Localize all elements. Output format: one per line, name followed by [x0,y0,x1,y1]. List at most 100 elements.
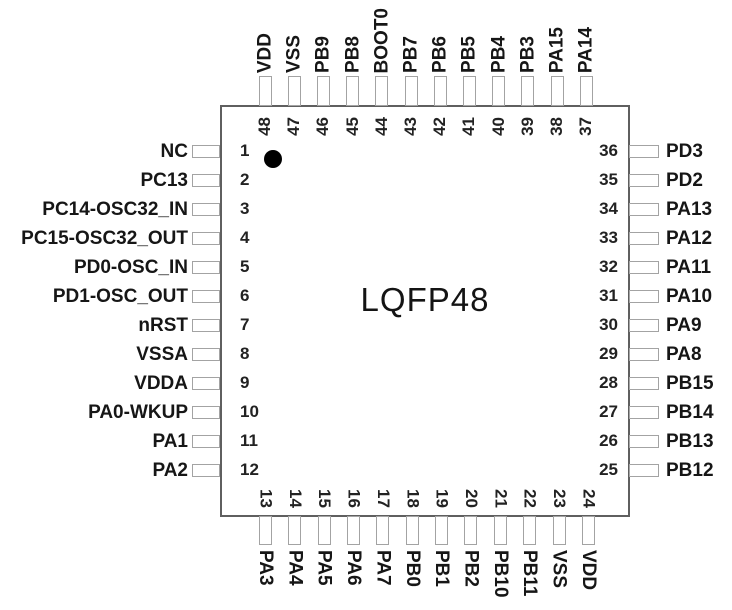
pin-45-number: 45 [342,117,362,136]
pin-41-stub [462,76,476,106]
pin-19-stub [435,516,449,545]
pin-24-stub [581,516,595,545]
pin-34-label: PA13 [666,198,713,220]
pin-46-stub [316,76,330,106]
pin-3-label: PC14-OSC32_IN [42,198,188,220]
pin-33-number: 33 [599,228,618,247]
pin-47-stub [287,76,301,106]
pin-17-number: 17 [373,489,393,508]
pin-1-number: 1 [240,141,250,160]
pin-4-label: PC15-OSC32_OUT [21,227,188,249]
pin-31-label: PA10 [666,285,713,307]
pin-12-stub [192,463,220,477]
pin-41-label: PB5 [458,36,480,73]
pin-24-label: VDD [577,550,599,591]
pin-15-label: PA5 [313,550,335,586]
pin-17-stub [376,516,390,545]
pin-46-number: 46 [313,117,333,136]
pin-8-number: 8 [240,344,250,363]
pin-1-stub [192,144,220,158]
pin-11-stub [192,434,220,448]
pin-5-number: 5 [240,257,250,276]
pin-45-label: PB8 [342,36,364,73]
pin-31-number: 31 [599,286,618,305]
pin-26-number: 26 [599,431,618,450]
pin-26-label: PB13 [666,430,714,452]
pin-18-label: PB0 [401,550,423,587]
pin-2-stub [192,173,220,187]
pin-18-stub [405,516,419,545]
pin-12-label: PA2 [152,459,188,481]
pin-21-stub [493,516,507,545]
pin-44-stub [375,76,389,106]
pin-31-stub [629,289,659,303]
pin-9-label: VDDA [134,372,188,394]
pin-6-label: PD1-OSC_OUT [52,285,188,307]
pin-30-stub [629,318,659,332]
pin-1-label: NC [160,140,188,162]
pin-11-label: PA1 [152,430,188,452]
pin-40-number: 40 [488,117,508,136]
pin-22-label: PB11 [519,550,541,597]
pin-36-number: 36 [599,141,618,160]
pin-29-stub [629,347,659,361]
pin-38-stub [550,76,564,106]
pin-42-number: 42 [430,117,450,136]
pin-10-number: 10 [240,402,259,421]
pin-24-number: 24 [579,489,599,508]
pin-20-label: PB2 [460,550,482,587]
pin-10-label: PA0-WKUP [88,401,188,423]
pin-32-label: PA11 [666,256,712,278]
pin-27-number: 27 [599,402,618,421]
pin-14-stub [288,516,302,545]
pin-43-number: 43 [401,117,420,136]
pin-10-stub [192,405,220,419]
pin-48-stub [258,76,272,106]
pin-16-number: 16 [344,489,364,508]
pin-38-label: PA15 [546,26,568,73]
pin-3-stub [192,202,220,216]
pin-2-label: PC13 [140,169,188,191]
pin-41-number: 41 [459,117,479,136]
pin-29-label: PA8 [666,343,702,365]
pin-37-label: PA14 [575,26,597,73]
pin-47-number: 47 [284,117,304,136]
pin-48-label: VDD [254,32,276,73]
pin-36-label: PD3 [666,140,703,162]
pin-25-label: PB12 [666,459,714,481]
pin-34-number: 34 [599,199,618,218]
pin-4-number: 4 [240,228,250,247]
pin-32-number: 32 [599,257,618,276]
pin-16-stub [347,516,361,545]
pin-18-number: 18 [403,489,423,508]
pin-19-label: PB1 [431,550,453,587]
pin-40-label: PB4 [488,36,510,73]
pin-15-number: 15 [315,489,335,508]
pin-28-label: PB15 [666,372,714,394]
pin-37-number: 37 [576,117,596,136]
pin-44-number: 44 [371,117,391,136]
pin-47-label: VSS [283,34,305,73]
pin-35-number: 35 [599,170,618,189]
pin-6-stub [192,289,220,303]
package-name-label: LQFP48 [360,281,490,318]
pin-48-number: 48 [255,117,274,136]
pin-7-label: nRST [138,314,188,336]
pin-11-number: 11 [240,431,258,450]
pin-2-number: 2 [240,170,250,189]
pin-7-stub [192,318,220,332]
pin-14-number: 14 [285,489,305,508]
pin-9-number: 9 [240,373,250,392]
pin-23-number: 23 [550,489,569,508]
pin-3-number: 3 [240,199,250,218]
pin-23-label: VSS [548,550,570,589]
pin-26-stub [629,434,659,448]
pin-27-label: PB14 [666,401,714,423]
pin-12-number: 12 [240,460,259,479]
pin-36-stub [629,144,659,158]
pin-9-stub [192,376,220,390]
pin-45-stub [346,76,360,106]
pin-43-stub [404,76,418,106]
pin-30-label: PA9 [666,314,702,336]
pin-19-number: 19 [432,489,452,508]
